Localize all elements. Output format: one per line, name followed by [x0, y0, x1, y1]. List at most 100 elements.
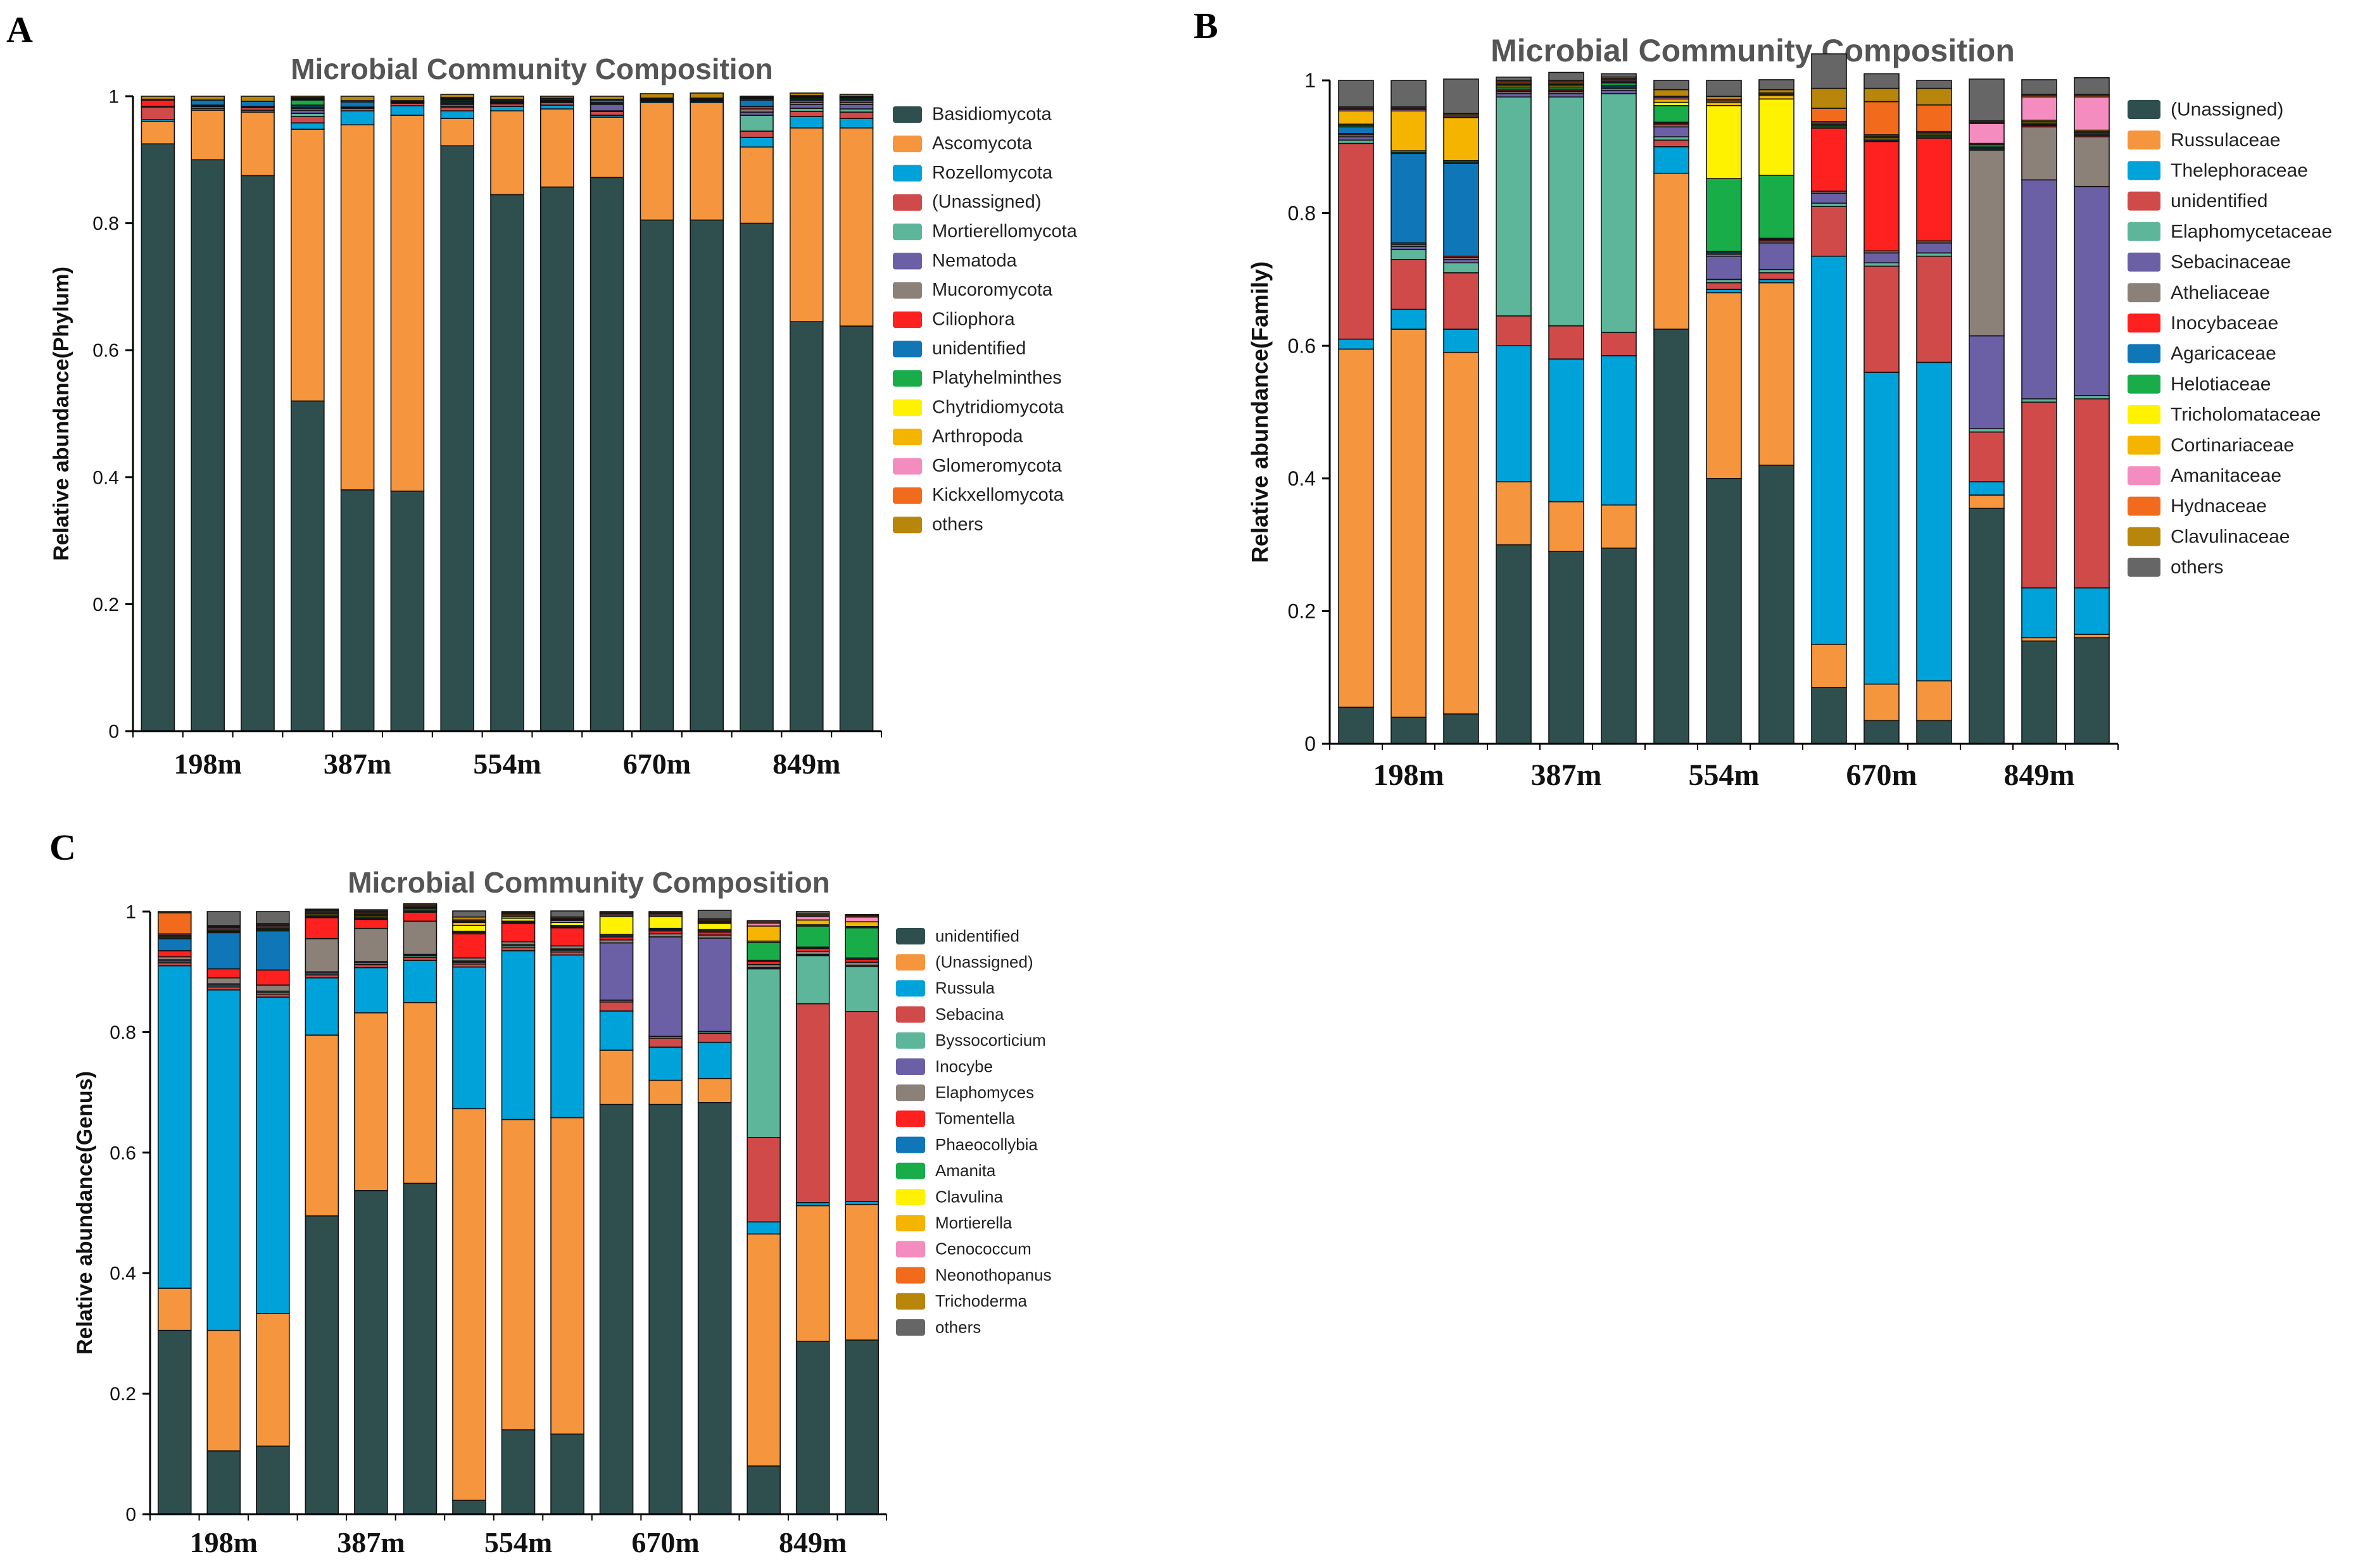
- bar-segment--unassigned--11: [1864, 720, 1900, 744]
- legend-swatch: [896, 1241, 925, 1258]
- legend-label: Inocybe: [935, 1057, 993, 1076]
- y-tick-label: 0.4: [1288, 467, 1316, 490]
- bar-segment-elaphomycetaceae-6: [1601, 93, 1637, 334]
- bar-segment--unassigned--9: [550, 1117, 584, 1435]
- bar-segment-elaphomycetaceae-2: [1391, 249, 1427, 260]
- bar-segment--unassigned--4: [305, 1034, 339, 1217]
- legend-label: Sebacinaceae: [2171, 252, 2291, 273]
- bar-segment-sebacinaceae-15: [2074, 185, 2110, 396]
- legend-label: Neonothopanus: [935, 1265, 1052, 1284]
- x-group-label: 387m: [324, 748, 391, 780]
- x-group-label: 554m: [473, 748, 541, 780]
- bar-segment-elaphomyces-4: [305, 938, 339, 972]
- bar-segment-unidentified-11: [1864, 265, 1900, 373]
- bar-segment-russulaceae-11: [1864, 683, 1900, 722]
- legend-label: Kickxellomycota: [932, 485, 1064, 505]
- x-group-label: 198m: [174, 748, 242, 780]
- bar-segment--unassigned--10: [599, 1050, 634, 1105]
- bar-segment-others-1: [141, 96, 175, 100]
- bar-segment-trichoderma-6: [403, 903, 438, 906]
- chart-title: Microbial Community Composition: [1491, 33, 2015, 68]
- x-group-label: 387m: [337, 1526, 405, 1559]
- y-tick-label: 0: [1304, 732, 1316, 755]
- bar-segment-russula-2: [206, 989, 241, 1331]
- bar-segment-tomentella-2: [206, 968, 241, 979]
- bar-segment-cenococcum-14: [795, 915, 830, 921]
- bar-segment--unassigned--9: [1758, 465, 1794, 744]
- bar-segment-clavulinaceae-11: [1864, 87, 1900, 103]
- bar-segment--unassigned--8: [501, 1119, 536, 1431]
- legend-label: Ascomycota: [932, 134, 1033, 154]
- legend-swatch: [893, 311, 922, 329]
- bar-segment-sebacinaceae-9: [1758, 242, 1794, 270]
- legend-label: unidentified: [2171, 191, 2267, 211]
- bar-segment-amanitaceae-13: [1969, 123, 2005, 144]
- bar-segment-thelephoraceae-11: [1864, 372, 1900, 685]
- bar-segment-unidentified-9: [550, 1433, 584, 1515]
- bar-segment-unidentified-13: [740, 99, 774, 107]
- bar-segment-ascomycota-5: [340, 124, 375, 491]
- bar-segment-rozellomycota-6: [390, 105, 425, 116]
- y-tick-label: 0.6: [92, 341, 119, 361]
- x-group-label: 198m: [1373, 758, 1444, 792]
- bar-segment-mortierella-13: [747, 925, 781, 942]
- x-group-label: 198m: [190, 1526, 258, 1559]
- legend-label: Clavulina: [935, 1187, 1003, 1206]
- y-tick-label: 0.8: [1288, 202, 1316, 225]
- y-tick-label: 0.2: [1288, 600, 1316, 623]
- chart-title: Microbial Community Composition: [348, 866, 830, 899]
- bar-segment-basidiomycota-9: [539, 186, 574, 732]
- bar-segment-rozellomycota-15: [839, 118, 874, 129]
- bar-segment-unidentified-1: [157, 1329, 192, 1515]
- bar-segment-clavulinaceae-10: [1811, 87, 1847, 109]
- bar-segment-amanita-14: [795, 925, 830, 948]
- bar-segment-others-4: [290, 96, 325, 98]
- bar-segment-russulaceae-7: [1653, 172, 1689, 330]
- legend-swatch: [893, 517, 922, 534]
- bar-segment-hydnaceae-12: [1916, 104, 1952, 132]
- legend-label: Amanitaceae: [2171, 465, 2281, 486]
- bar-segment-byssocorticium-13: [747, 968, 781, 1138]
- legend-swatch: [896, 1084, 925, 1101]
- chart-family: Microbial Community Composition Relative …: [1247, 33, 2332, 792]
- bar-segment-others-12: [1916, 80, 1952, 89]
- bar-segment-others-3: [241, 96, 275, 102]
- legend-swatch: [2128, 313, 2160, 333]
- bar-segment-nematoda-10: [590, 104, 624, 111]
- bar-segment-ascomycota-11: [640, 102, 674, 221]
- bar-segment-others-5: [354, 909, 388, 912]
- bar-segment-sebacinaceae-10: [1811, 192, 1847, 204]
- legend-label: others: [935, 1317, 981, 1336]
- bar-segment-thelephoraceae-4: [1496, 345, 1532, 482]
- bar-segment-others-13: [1969, 78, 2005, 122]
- bar-segment-russula-7: [452, 966, 486, 1110]
- legend-label: Arthropoda: [932, 427, 1023, 447]
- bar-segment-inocybaceae-11: [1864, 141, 1900, 252]
- legend-swatch: [896, 1058, 925, 1075]
- bar-segment-agaricaceae-2: [1391, 153, 1427, 244]
- legend-swatch: [2128, 253, 2160, 272]
- bar-segment-unidentified-7: [452, 1500, 486, 1515]
- bar-segment-unidentified-11: [648, 1103, 683, 1515]
- bar-segment-ascomycota-3: [241, 111, 275, 177]
- bar-segment-thelephoraceae-15: [2074, 587, 2110, 635]
- bar-segment-unidentified-3: [1443, 272, 1479, 330]
- bar-segment--unassigned--15: [839, 111, 874, 119]
- bar-segment-others-12: [690, 92, 724, 99]
- bar-segment-trichoderma-13: [747, 920, 781, 922]
- legend-swatch: [896, 1189, 925, 1205]
- bar-segment-amanitaceae-15: [2074, 96, 2110, 131]
- bar-segment-inocybe-10: [599, 942, 634, 1001]
- bar-segment-unidentified-6: [1601, 332, 1637, 356]
- legend-label: (Unassigned): [935, 953, 1033, 972]
- bar-segment-elaphomyces-5: [354, 927, 388, 962]
- legend-label: Hydnaceae: [2171, 496, 2267, 517]
- bar-segment-others-8: [1706, 80, 1742, 97]
- bar-segment-sebacinaceae-14: [2021, 179, 2057, 399]
- bar-segment--unassigned--2: [206, 1329, 241, 1452]
- bar-segment-sebacinaceae-8: [1706, 255, 1742, 280]
- x-group-label: 670m: [1846, 758, 1917, 792]
- bar-segment-tomentella-5: [354, 919, 388, 929]
- legend-label: Russula: [935, 979, 995, 998]
- bar-segment-cortinariaceae-2: [1391, 110, 1427, 151]
